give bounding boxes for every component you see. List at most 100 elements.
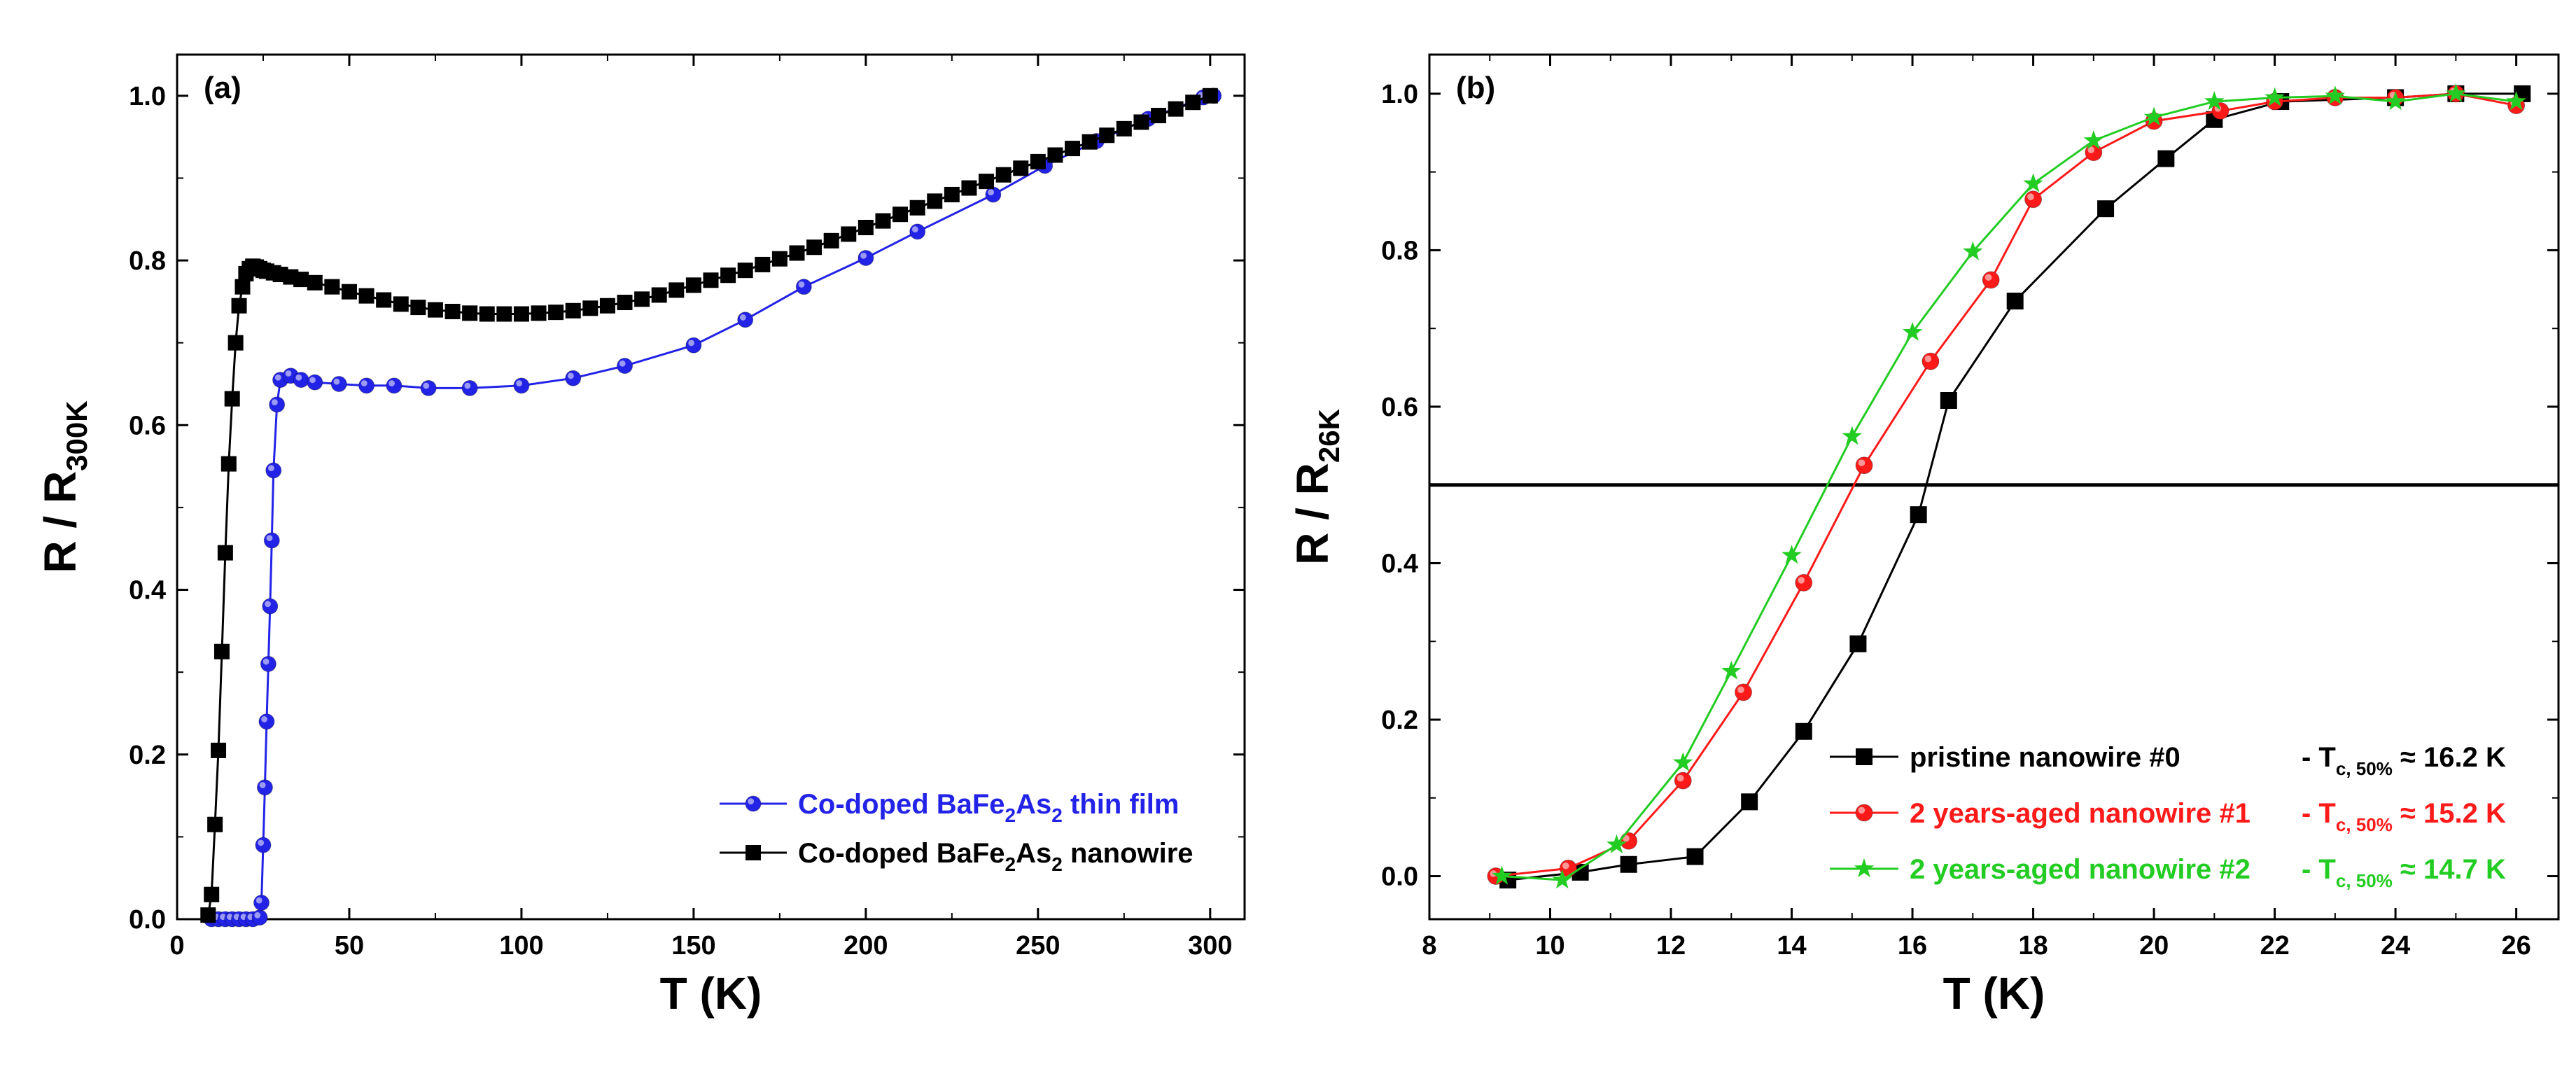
data-point <box>841 226 857 242</box>
data-point <box>214 643 230 659</box>
data-point <box>1940 392 1957 409</box>
x-tick-label: 12 <box>1656 931 1686 960</box>
data-point <box>255 837 272 853</box>
legend-entry: Co-doped BaFe2As2 thin film <box>798 789 1179 826</box>
data-point <box>269 396 286 413</box>
data-point <box>1013 160 1029 176</box>
data-point <box>634 291 650 307</box>
legend-entry: Co-doped BaFe2As2 nanowire <box>798 838 1194 875</box>
data-point <box>795 279 812 295</box>
series-line <box>1502 92 2516 881</box>
y-tick-label: 0.2 <box>129 741 166 770</box>
legend-marker <box>746 845 761 860</box>
data-point <box>513 377 530 394</box>
data-point <box>262 598 279 615</box>
data-point <box>985 186 1002 203</box>
legend-entry: pristine nanowire #0 <box>1910 742 2180 773</box>
y-tick-label: 0.8 <box>129 246 166 276</box>
x-axis-label: T (K) <box>660 968 762 1019</box>
legend-marker <box>1855 804 1873 822</box>
data-point <box>2446 83 2466 102</box>
data-point <box>979 174 995 190</box>
data-point <box>1741 793 1758 811</box>
data-point <box>1855 456 1873 475</box>
legend-tc-value: - Tc, 50% ≈ 15.2 K <box>2302 798 2506 835</box>
plot-frame <box>176 53 1246 921</box>
series-2 <box>1492 83 2526 889</box>
data-point <box>548 305 564 321</box>
data-point <box>479 306 495 322</box>
data-point <box>892 207 909 223</box>
data-point <box>2085 144 2103 162</box>
data-point <box>393 296 409 312</box>
data-point <box>1963 241 1983 260</box>
legend-marker <box>1856 748 1872 765</box>
data-point <box>204 886 220 902</box>
data-point <box>211 742 227 758</box>
data-point <box>755 256 771 272</box>
data-point <box>1185 95 1201 111</box>
x-tick-label: 10 <box>1535 931 1564 960</box>
x-tick-label: 300 <box>1188 931 1232 960</box>
data-point <box>444 303 461 319</box>
data-point <box>1202 88 1218 104</box>
y-tick-label: 0.2 <box>1381 706 1418 735</box>
y-tick-label: 1.0 <box>1381 80 1418 109</box>
data-point <box>2097 200 2115 218</box>
data-point <box>1047 147 1063 163</box>
data-point <box>720 267 736 284</box>
data-point <box>531 305 547 321</box>
data-point <box>253 894 270 911</box>
x-tick-label: 22 <box>2260 931 2289 960</box>
data-point <box>2143 106 2164 126</box>
data-point <box>823 232 839 249</box>
data-point <box>307 374 323 391</box>
data-point <box>2204 91 2225 111</box>
x-tick-label: 150 <box>671 931 715 960</box>
data-point <box>582 300 598 316</box>
data-point <box>944 186 960 202</box>
data-point <box>231 298 247 314</box>
data-point <box>565 302 581 319</box>
data-point <box>376 292 392 308</box>
data-point <box>513 306 529 322</box>
x-tick-label: 24 <box>2381 931 2410 960</box>
data-point <box>685 337 702 354</box>
data-point <box>1795 573 1813 592</box>
data-point <box>1795 722 1812 740</box>
data-point <box>1552 869 1572 889</box>
x-tick-label: 0 <box>169 931 184 960</box>
x-tick-label: 100 <box>499 931 543 960</box>
data-point <box>909 223 926 240</box>
x-tick-label: 8 <box>1422 931 1436 960</box>
data-point <box>386 377 402 394</box>
y-tick-label: 1.0 <box>129 82 166 111</box>
data-point <box>224 391 240 407</box>
panel-label: (b) <box>1456 71 1495 105</box>
data-point <box>293 372 309 389</box>
data-point <box>617 358 634 375</box>
data-point <box>806 239 822 256</box>
data-point <box>1082 134 1098 150</box>
data-point <box>599 298 615 314</box>
plot-frame <box>1428 53 2560 921</box>
data-point <box>1168 101 1184 117</box>
data-point <box>251 909 268 926</box>
data-point <box>1620 855 1637 873</box>
data-point <box>260 655 276 672</box>
data-point <box>496 306 512 322</box>
data-point <box>858 220 874 235</box>
data-point <box>875 213 891 229</box>
data-point <box>2385 91 2406 111</box>
data-point <box>410 300 426 316</box>
data-point <box>1133 114 1149 130</box>
data-point <box>737 263 753 279</box>
y-tick-label: 0.8 <box>1381 236 1418 265</box>
data-point <box>909 200 925 216</box>
x-tick-label: 250 <box>1016 931 1060 960</box>
data-point <box>617 295 633 311</box>
data-point <box>307 274 323 291</box>
data-point <box>668 282 685 298</box>
data-point <box>961 180 977 196</box>
